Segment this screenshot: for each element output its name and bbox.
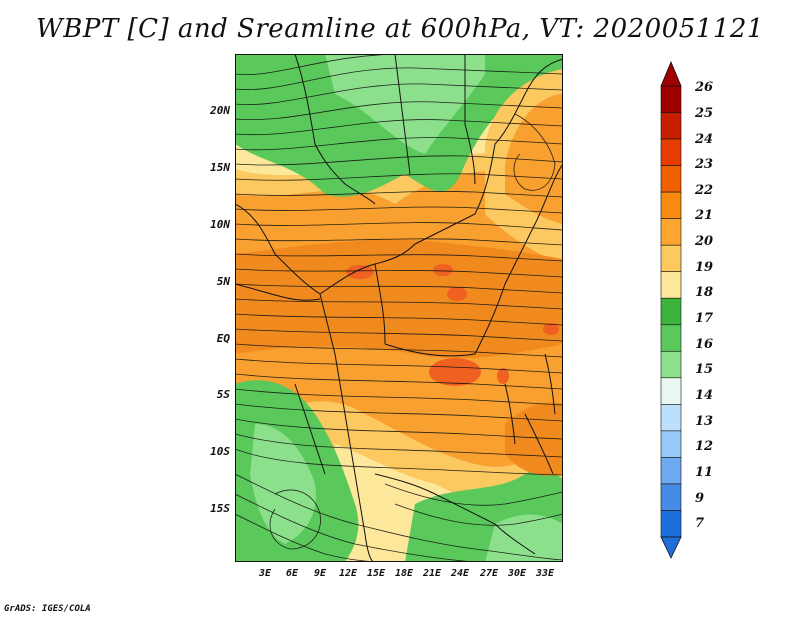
lon-label-6e: 6E [285,568,299,579]
hotspot-3 [447,287,467,301]
grads-credit: GrADS: IGES/COLA [4,604,91,614]
lat-label-20n: 20N [210,104,230,117]
lat-label-10n: 10N [210,218,230,231]
lat-label-5n: 5N [216,275,230,288]
colorbar-segment [660,483,682,511]
colorbar-label-11: 11 [695,465,714,480]
lat-label-10s: 10S [210,445,230,458]
colorbar-segment [660,350,682,379]
colorbar-label-9: 9 [695,491,705,506]
colorbar-segment [660,404,682,432]
wbpt-light-green-southwest [250,424,316,544]
lon-label-33e: 33E [535,568,555,579]
map-canvas [235,54,563,562]
colorbar-segments [660,85,682,538]
colorbar-label-23: 23 [695,157,714,172]
wbpt-se-orange [505,402,563,476]
colorbar-segment [660,457,682,485]
colorbar-segment [660,244,682,273]
colorbar-segment [660,165,682,193]
lon-label-12e: 12E [338,568,358,579]
lat-label-eq: EQ [216,332,230,345]
hotspot-6 [543,323,559,335]
colorbar-label-18: 18 [695,285,714,300]
colorbar-label-20: 20 [695,234,714,249]
colorbar-label-26: 26 [695,80,714,95]
colorbar-segment [660,112,682,140]
hotspot-2 [433,264,453,276]
colorbar-segment [660,218,682,246]
lon-label-24e: 24E [450,568,470,579]
colorbar-label-15: 15 [695,362,714,377]
colorbar-segment [660,510,682,538]
lon-label-9e: 9E [313,568,327,579]
colorbar-segment [660,85,682,113]
wbpt-ne-orange [505,94,563,224]
colorbar-segment [660,297,682,326]
lat-label-15n: 15N [210,161,230,174]
colorbar-segment [660,324,682,352]
colorbar-label-13: 13 [695,414,714,429]
borders [235,54,563,562]
colorbar-label-21: 21 [695,208,714,223]
colorbar-label-17: 17 [695,311,714,326]
colorbar-label-16: 16 [695,337,714,352]
colorbar-segment [660,271,682,299]
colorbar-label-7: 7 [695,516,705,531]
colorbar-label-12: 12 [695,439,714,454]
hotspot-5 [497,368,509,384]
colorbar-label-24: 24 [695,132,714,147]
colorbar-segment [660,430,682,458]
lon-label-30e: 30E [507,568,527,579]
lat-label-5s: 5S [216,388,230,401]
colorbar-segment [660,138,682,166]
lon-label-21e: 21E [422,568,442,579]
colorbar-segment [660,191,682,219]
map-panel [235,54,563,562]
lon-label-15e: 15E [366,568,386,579]
lon-label-18e: 18E [394,568,414,579]
streamlines [235,54,563,562]
wbpt-core-dark-orange [235,239,563,359]
hotspot-1 [346,265,374,279]
colorbar-bottom-arrow [660,536,682,559]
colorbar-label-25: 25 [695,106,714,121]
lon-label-3e: 3E [258,568,272,579]
colorbar-label-19: 19 [695,260,714,275]
colorbar-segment [660,377,682,405]
colorbar-label-22: 22 [695,183,714,198]
colorbar-label-14: 14 [695,388,714,403]
lon-label-27e: 27E [479,568,499,579]
hotspot-4 [429,358,481,386]
colorbar-top-arrow [660,60,682,87]
wbpt-light-green-southeast [485,514,563,562]
lat-label-15s: 15S [210,502,230,515]
wbpt-light-green-north [325,54,485,154]
map-title: WBPT [C] and Sreamline at 600hPa, VT: 20… [36,14,764,44]
map-frame [235,54,563,562]
